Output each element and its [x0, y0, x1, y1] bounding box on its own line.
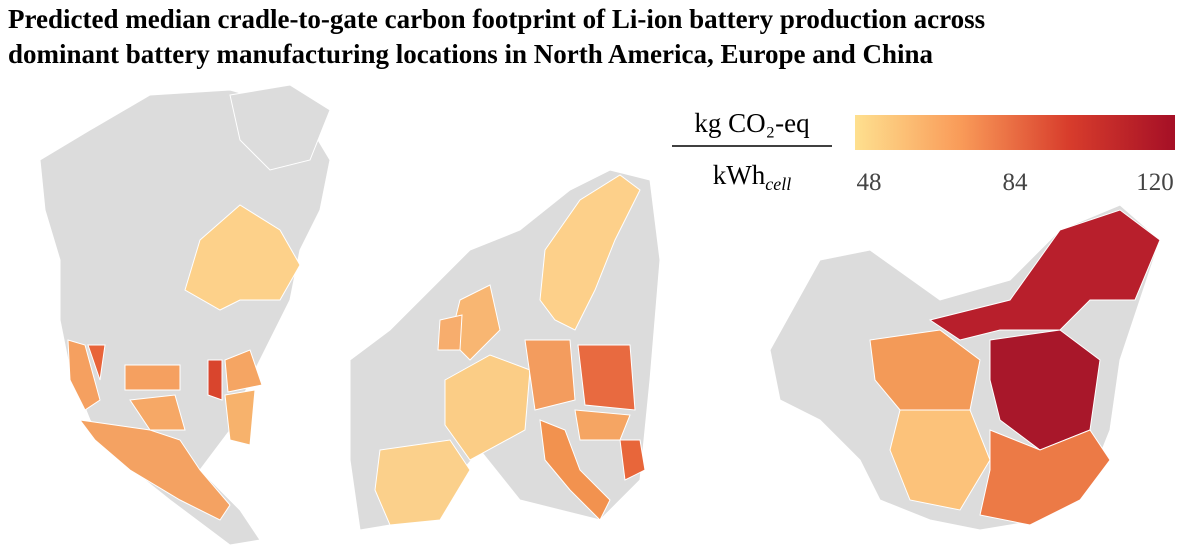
legend: kg CO₂-eq kWhcell 48 84 120: [672, 108, 1175, 196]
europe-map: [349, 169, 661, 531]
legend-denominator: kWhcell: [713, 160, 791, 194]
denominator-unit: kWh: [713, 160, 766, 190]
north-america-map: [39, 84, 331, 546]
title-line: dominant battery manufacturing locations…: [8, 39, 934, 69]
legend-numerator: kg CO₂-eq: [694, 108, 810, 138]
title-line: Predicted median cradle-to-gate carbon f…: [8, 4, 985, 34]
colorbar-tick-label: 84: [1003, 169, 1029, 196]
denominator-subscript: cell: [765, 174, 791, 194]
colorbar-tick-label: 48: [857, 169, 882, 196]
colorbar-tick-label: 120: [1136, 169, 1174, 196]
china-map: [769, 204, 1161, 531]
colorbar: [855, 115, 1175, 150]
